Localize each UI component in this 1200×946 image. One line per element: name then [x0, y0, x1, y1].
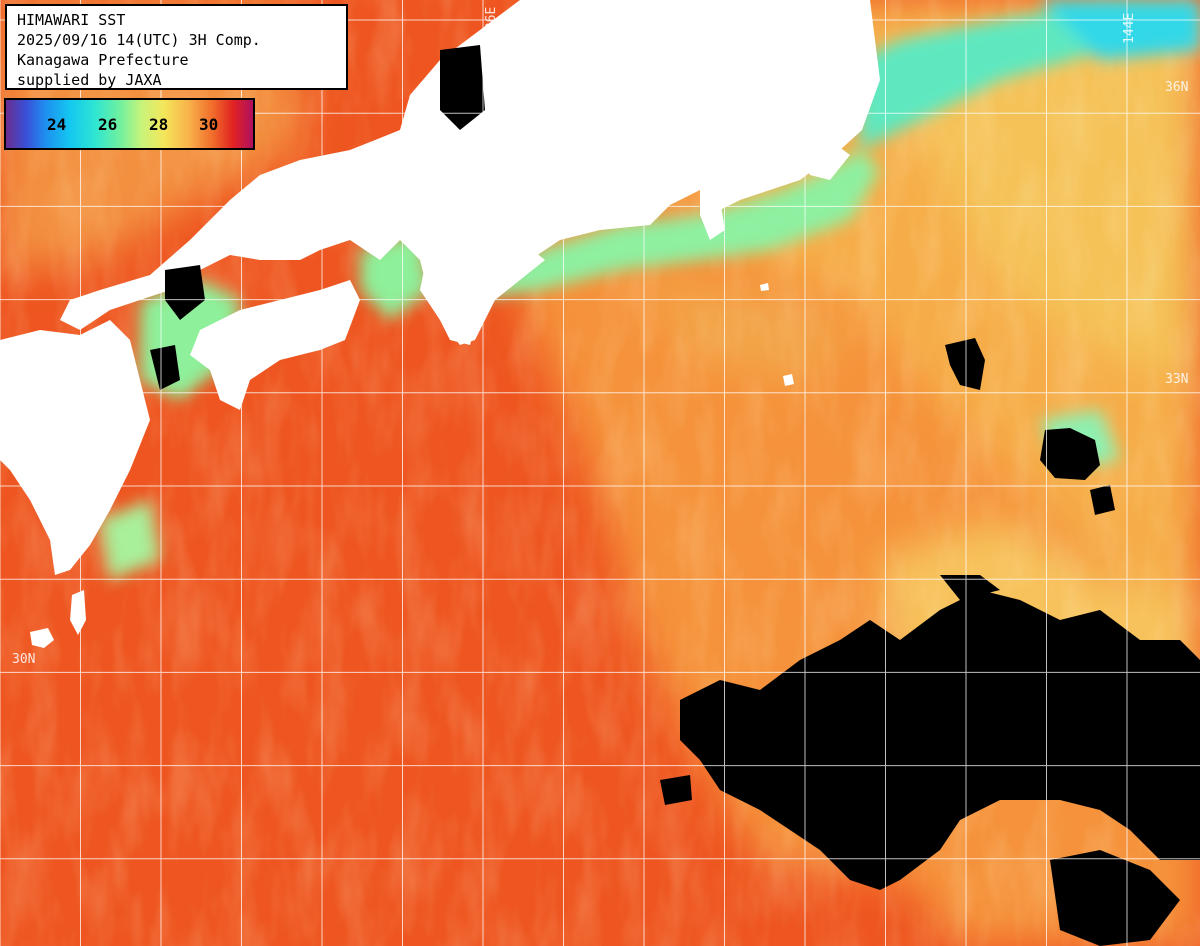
- land-shikoku: [190, 280, 360, 410]
- lat-label-33n-right: 33N: [1165, 372, 1189, 387]
- land-yakushima: [70, 590, 86, 635]
- product-name: HIMAWARI SST: [17, 11, 126, 29]
- land-honshu: [60, 0, 880, 345]
- cloud-bay: [150, 345, 180, 390]
- land-small-island: [783, 374, 794, 386]
- cloud-northern: [440, 45, 485, 130]
- cloud-mask: [150, 45, 1200, 946]
- legend-tick-24: 24: [47, 115, 67, 134]
- sst-color-legend: 24 26 28 30: [4, 98, 255, 150]
- legend-tick-28: 28: [149, 115, 169, 134]
- cloud-small-5: [660, 775, 692, 805]
- image-info-box: HIMAWARI SST 2025/09/16 14(UTC) 3H Comp.…: [5, 4, 348, 90]
- region-name: Kanagawa Prefecture: [17, 51, 189, 69]
- land-small-island-2: [760, 283, 769, 291]
- legend-tick-30: 30: [199, 115, 219, 134]
- land-boso: [800, 140, 850, 180]
- lat-label-30n: 30N: [12, 652, 36, 667]
- lat-label-36n: 36N: [1165, 80, 1189, 95]
- cloud-blob-3: [940, 575, 1000, 600]
- data-credit: supplied by JAXA: [17, 71, 162, 89]
- cloud-east-bar: [1050, 660, 1200, 760]
- cloud-large: [680, 590, 1200, 890]
- lat-label-33n-left: 33: [10, 372, 26, 387]
- cloud-blob-1: [1040, 428, 1100, 480]
- lon-label-136e: 136E: [484, 6, 499, 38]
- cloud-blob-2: [945, 338, 985, 390]
- land-tanegashima: [30, 628, 54, 648]
- timestamp: 2025/09/16 14(UTC) 3H Comp.: [17, 31, 261, 49]
- land-izu: [700, 190, 725, 240]
- land-kyushu: [0, 320, 150, 575]
- lon-label-144e: 144E: [1122, 12, 1137, 44]
- cloud-blob-4: [1090, 485, 1115, 515]
- cloud-southeast: [1050, 850, 1180, 946]
- legend-tick-26: 26: [98, 115, 118, 134]
- cloud-shikoku-inland: [165, 265, 205, 320]
